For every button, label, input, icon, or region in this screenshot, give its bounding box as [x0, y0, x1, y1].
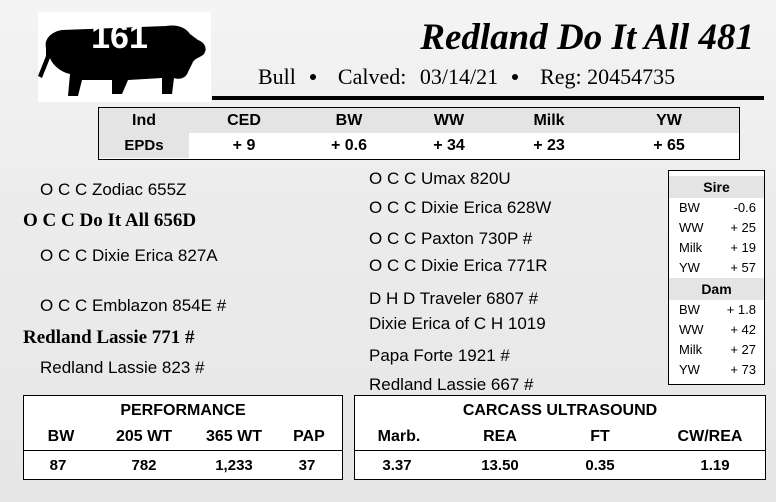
dam-epd-title: Dam [669, 278, 764, 300]
dam-epd-row: Milk + 27 [669, 340, 764, 360]
pedigree-sd-dam: O C C Dixie Erica 771R [369, 256, 548, 275]
sire-epd-value: + 57 [730, 260, 756, 275]
epd-table: Ind CED BW WW Milk YW EPDs + 9 + 0.6 + 3… [98, 107, 740, 160]
panel-divider [24, 450, 342, 451]
sire-epd-key: WW [679, 220, 704, 235]
reg-number: 20454735 [587, 64, 676, 89]
animal-info-line: Bull Calved: 03/14/21 Reg: 20454735 [258, 64, 675, 90]
carcass-title: CARCASS ULTRASOUND [462, 402, 658, 419]
epd-header-ww: WW [433, 112, 465, 129]
dam-epd-key: Milk [679, 342, 703, 357]
performance-value: 37 [298, 457, 316, 474]
sire-epd-row: WW + 25 [669, 218, 764, 238]
epd-row-label: EPDs [99, 133, 189, 158]
epd-header-yw: YW [656, 112, 682, 129]
dam-epd-value: + 1.8 [726, 302, 756, 317]
performance-header: PAP [293, 428, 325, 445]
epd-value-bw: + 0.6 [330, 137, 368, 154]
epd-header-ced: CED [227, 112, 261, 129]
dam-epd-key: BW [679, 302, 700, 317]
dam-epd-key: YW [679, 362, 700, 377]
dam-epd-row: YW + 73 [669, 360, 764, 380]
epd-value-milk: + 23 [533, 137, 565, 154]
carcass-header: Marb. [377, 428, 421, 445]
pedigree-ss-dam: O C C Dixie Erica 628W [369, 198, 552, 217]
lot-number: 161 [91, 18, 148, 56]
calved-date: 03/14/21 [419, 64, 499, 89]
panel-divider [355, 450, 765, 451]
sire-epd-value: -0.6 [733, 200, 756, 215]
performance-value: 782 [131, 457, 157, 474]
logo-box [38, 12, 211, 102]
pedigree-dam-sire: O C C Emblazon 854E # [40, 296, 227, 315]
reg-label: Reg: [540, 64, 582, 89]
carcass-ultrasound-panel: CARCASS ULTRASOUND Marb. REA FT CW/REA 3… [354, 395, 766, 480]
header-rule [212, 96, 764, 100]
performance-title: PERFORMANCE [120, 402, 246, 419]
performance-header: 205 WT [115, 428, 172, 445]
calved-label: Calved: [337, 64, 407, 89]
performance-header: BW [47, 428, 75, 445]
sire-epd-value: + 19 [730, 240, 756, 255]
sire-epd-key: BW [679, 200, 700, 215]
pedigree-ds-dam: Dixie Erica of C H 1019 [369, 314, 546, 333]
epd-value-row: EPDs + 9 + 0.6 + 34 + 23 + 65 [99, 133, 739, 158]
pedigree-dam: Redland Lassie 771 # [23, 327, 195, 348]
sire-epd-row: Milk + 19 [669, 238, 764, 258]
parent-epd-box: Sire BW -0.6 WW + 25 Milk + 19 YW + 57 Dam B… [668, 170, 765, 385]
epd-header-ind: Ind [132, 112, 156, 129]
epd-header-bw: BW [335, 112, 363, 129]
epd-value-ced: + 9 [232, 137, 256, 154]
carcass-header: REA [483, 428, 517, 445]
carcass-value: 0.35 [585, 457, 615, 474]
bullet-icon [512, 74, 519, 81]
epd-value-ww: + 34 [433, 137, 465, 154]
epd-header-row: Ind CED BW WW Milk YW [99, 108, 739, 133]
bullet-icon [309, 74, 316, 81]
sire-epd-title: Sire [669, 176, 764, 198]
carcass-header: CW/REA [677, 428, 743, 445]
dam-epd-value: + 42 [730, 322, 756, 337]
pedigree-sire-dam: O C C Dixie Erica 827A [40, 246, 218, 265]
dam-epd-value: + 73 [730, 362, 756, 377]
pedigree-sd-sire: O C C Paxton 730P # [369, 229, 533, 248]
carcass-value: 3.37 [382, 457, 412, 474]
sire-epd-row: YW + 57 [669, 258, 764, 278]
carcass-value: 13.50 [481, 457, 519, 474]
pedigree-dd-dam: Redland Lassie 667 # [369, 375, 534, 394]
bull-silhouette-icon [38, 25, 206, 97]
sire-epd-row: BW -0.6 [669, 198, 764, 218]
carcass-header: FT [590, 428, 610, 445]
performance-panel: PERFORMANCE BW 205 WT 365 WT PAP 87 782 … [23, 395, 343, 480]
pedigree-ds-sire: D H D Traveler 6807 # [369, 289, 539, 308]
sire-epd-value: + 25 [730, 220, 756, 235]
carcass-value: 1.19 [700, 457, 730, 474]
sire-epd-key: Milk [679, 240, 703, 255]
performance-value: 87 [49, 457, 67, 474]
dam-epd-row: BW + 1.8 [669, 300, 764, 320]
performance-header: 365 WT [205, 428, 262, 445]
dam-epd-row: WW + 42 [669, 320, 764, 340]
pedigree-sire-sire: O C C Zodiac 655Z [40, 180, 187, 199]
pedigree-ss-sire: O C C Umax 820U [369, 169, 511, 188]
pedigree-dam-dam: Redland Lassie 823 # [40, 358, 205, 377]
epd-value-yw: + 65 [653, 137, 685, 154]
dam-epd-value: + 27 [730, 342, 756, 357]
performance-value: 1,233 [215, 457, 253, 474]
sex-label: Bull [258, 64, 296, 89]
epd-header-milk: Milk [533, 112, 565, 129]
pedigree-sire: O C C Do It All 656D [23, 210, 197, 231]
sire-epd-key: YW [679, 260, 700, 275]
animal-name-title: Redland Do It All 481 [420, 17, 754, 58]
pedigree-dd-sire: Papa Forte 1921 # [369, 346, 510, 365]
dam-epd-key: WW [679, 322, 704, 337]
